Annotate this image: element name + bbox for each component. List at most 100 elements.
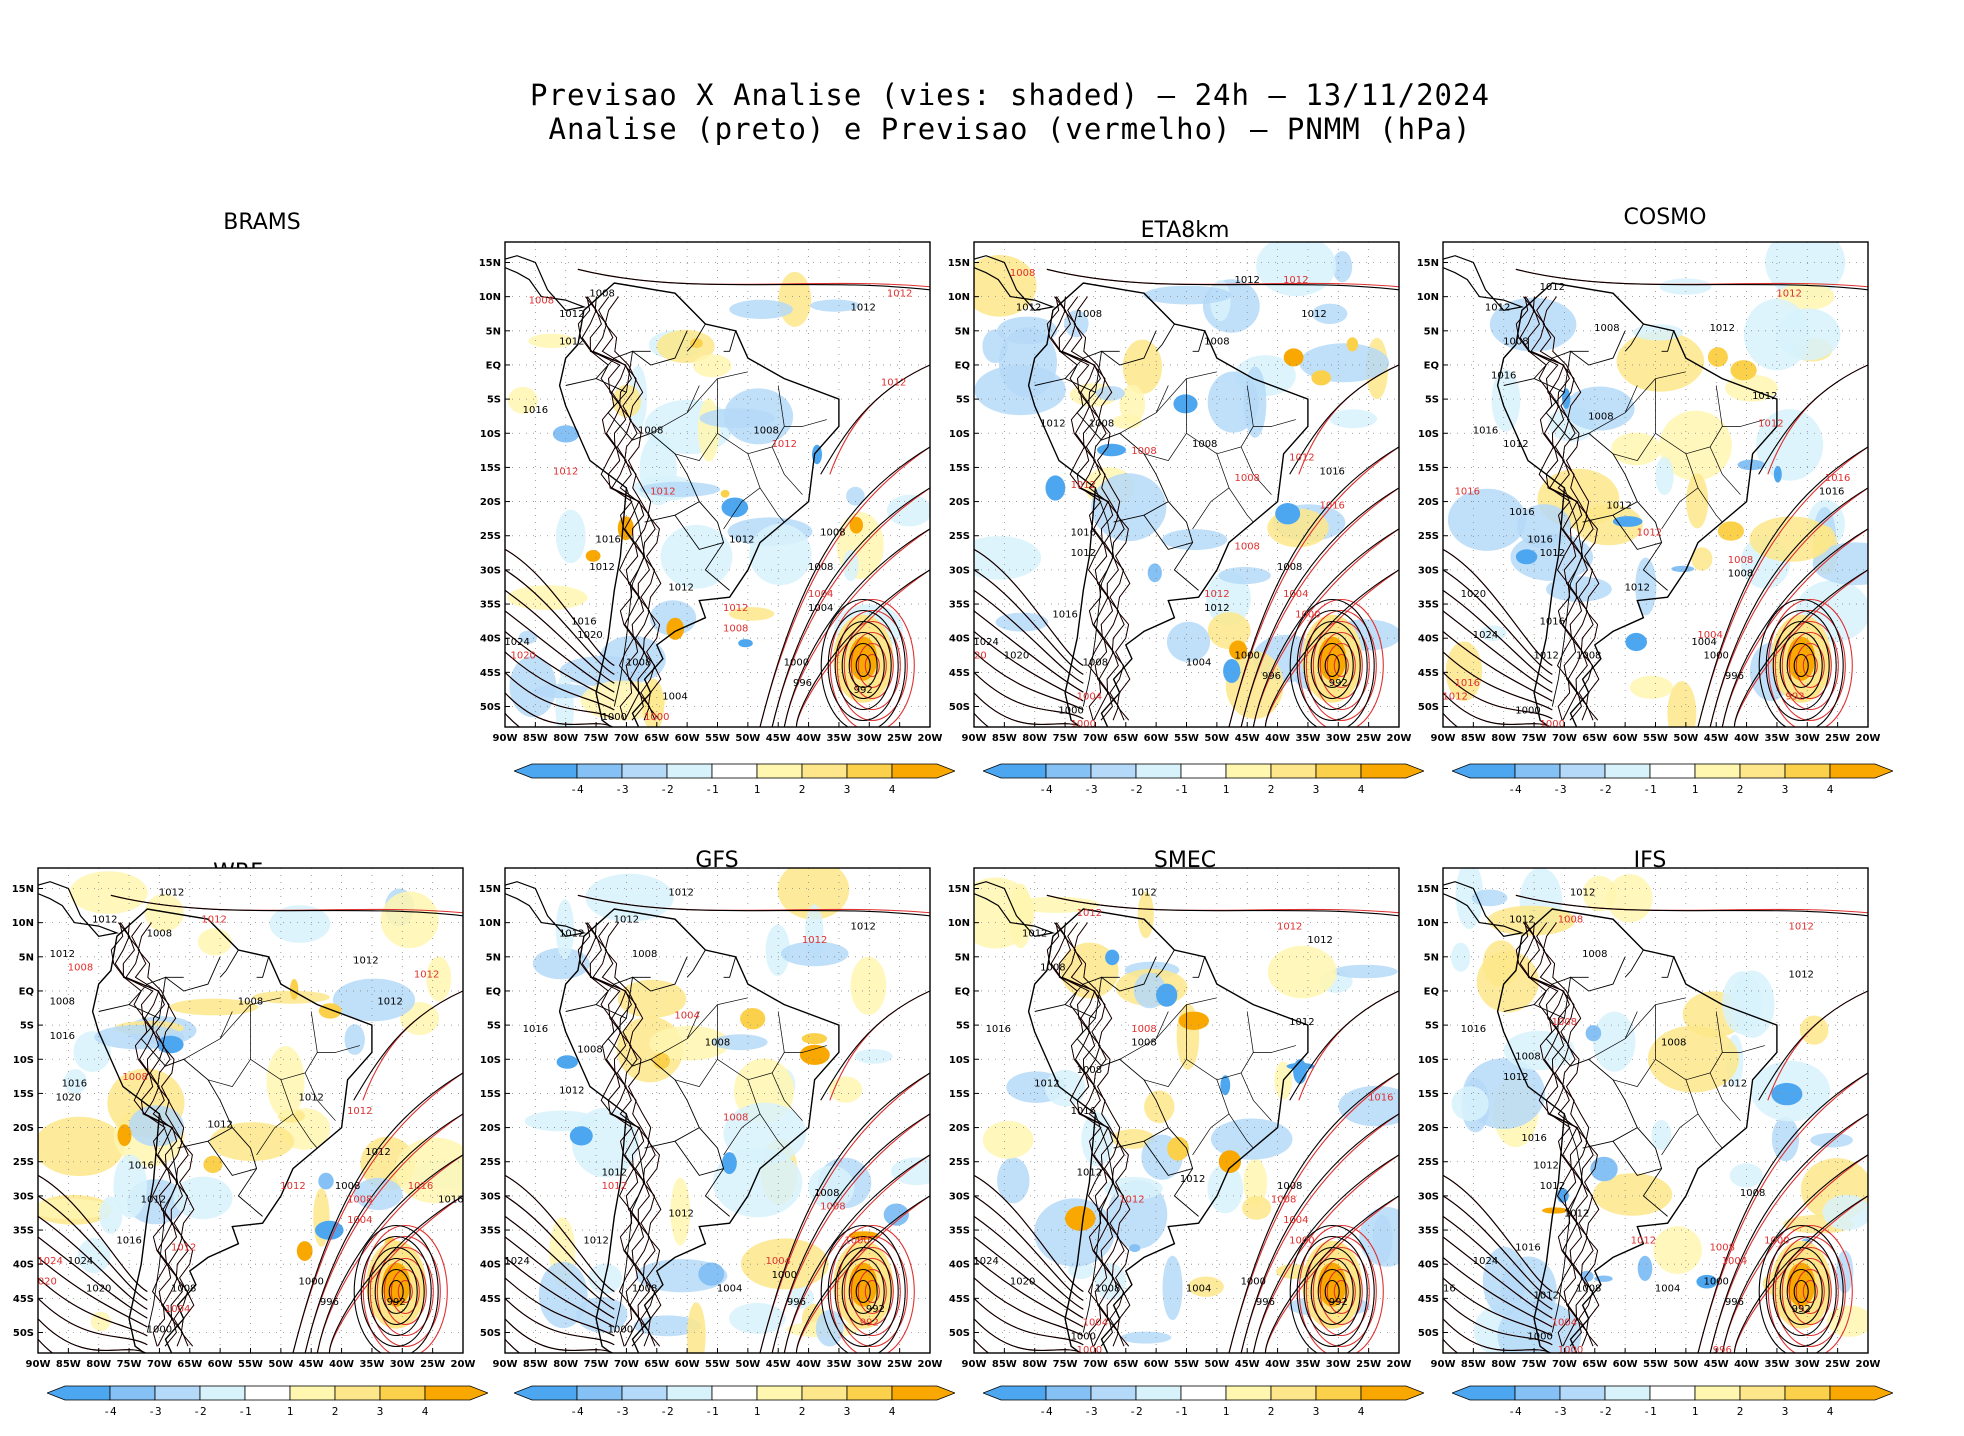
bias-shade-strong — [1585, 1025, 1602, 1042]
bias-shade — [729, 299, 793, 319]
colorbar-label: 3 — [1782, 1405, 1789, 1418]
bias-shade — [538, 1261, 588, 1329]
colorbar-label: 3 — [844, 783, 851, 796]
isobar-label: 1008 — [753, 425, 778, 436]
colorbar-label: 4 — [889, 1405, 896, 1418]
analysis-isobar — [1443, 630, 1553, 702]
isobar-label: 1008 — [529, 296, 554, 307]
bias-shade-strong — [1707, 347, 1728, 367]
lat-tick-label: 20S — [1418, 497, 1439, 508]
isobar-label: 1004 — [1077, 692, 1102, 703]
lon-tick-label: 50W — [1204, 1359, 1229, 1370]
isobar-label: 1008 — [1588, 412, 1613, 423]
bias-shade-strong — [1173, 394, 1198, 414]
country-border — [128, 976, 184, 1005]
isobar-label: 1000 — [772, 1270, 797, 1281]
bias-shade — [649, 1025, 730, 1061]
lat-tick-label: 20S — [480, 497, 501, 508]
analysis-isobar — [1525, 296, 1583, 721]
bias-shade-strong — [296, 1241, 313, 1261]
bias-shade — [197, 928, 232, 956]
colorbar-segment — [1360, 763, 1426, 779]
analysis-isobar — [759, 446, 930, 727]
lat-tick-label: 40S — [480, 634, 501, 645]
state-border — [1155, 1004, 1187, 1040]
bias-shade-strong — [721, 497, 749, 518]
lat-tick-label: 5S — [1425, 395, 1439, 406]
analysis-isobar — [795, 569, 930, 727]
isobar-label: 1000 — [1077, 1345, 1102, 1356]
analysis-isobar — [1289, 1224, 1375, 1353]
bias-shade — [585, 873, 674, 922]
bias-shade — [380, 891, 439, 949]
isobar-label: 992 — [387, 1297, 406, 1308]
analysis-isobar — [974, 1195, 1084, 1301]
analysis-isobar — [1697, 446, 1868, 727]
bias-shade — [846, 486, 865, 506]
isobar-label: 1004 — [1083, 1318, 1108, 1329]
country-border — [565, 378, 627, 393]
lon-tick-label: 25W — [420, 1359, 445, 1370]
lon-tick-label: 90W — [493, 1359, 518, 1370]
analysis-isobar — [1264, 1195, 1399, 1353]
analysis-isobar — [1542, 922, 1600, 1347]
bias-shade-strong — [738, 639, 753, 648]
bias-shade — [524, 1110, 599, 1132]
isobar-label: 1012 — [602, 1167, 627, 1178]
isobar-label: 1012 — [559, 337, 584, 348]
colorbar-cosmo: -4 -3 -2 -1 1 2 3 4 — [1450, 763, 1895, 801]
analysis-isobar — [1046, 268, 1399, 291]
map-svg: 1012 1012 1012 1008 1012 1012 1004 1016 1008 1008… — [479, 867, 942, 1370]
analysis-isobar — [1721, 1154, 1868, 1353]
bias-shade-strong — [1156, 983, 1178, 1007]
analysis-isobar — [1046, 296, 1104, 721]
colorbar-segment — [1135, 1385, 1182, 1401]
forecast-isobar — [1333, 1279, 1349, 1304]
lon-tick-label: 55W — [1174, 1359, 1199, 1370]
bias-shade — [786, 1285, 814, 1309]
lat-tick-label: 15S — [949, 463, 970, 474]
bias-shade — [1207, 612, 1251, 650]
colorbar-label: -3 — [1084, 783, 1097, 796]
lat-tick-label: 30S — [13, 1191, 34, 1202]
analysis-isobar — [820, 598, 906, 727]
lat-tick-label: 35S — [480, 600, 501, 611]
analysis-isobar — [587, 922, 645, 1347]
colorbar-label: -3 — [615, 1405, 628, 1418]
isobar-label: 1008 — [589, 289, 614, 300]
lat-tick-label: 40S — [480, 1260, 501, 1271]
lat-tick-label: 15S — [1418, 1089, 1439, 1100]
lon-tick-label: 50W — [268, 1359, 293, 1370]
analysis-isobar — [1317, 642, 1347, 689]
isobar-label: 1024 — [37, 1256, 62, 1267]
colorbar-segment — [1045, 763, 1092, 779]
lat-tick-label: 35S — [1418, 600, 1439, 611]
lon-tick-label: 30W — [1795, 733, 1820, 744]
colorbar-label: -2 — [1598, 783, 1611, 796]
bias-shade — [1616, 331, 1705, 392]
lat-tick-label: 25S — [949, 1157, 970, 1168]
colorbar-label: 4 — [889, 783, 896, 796]
bias-shade-strong — [1097, 443, 1126, 457]
bias-shade — [1121, 1331, 1172, 1344]
analysis-isobar — [848, 1268, 878, 1315]
colorbar-segment — [1090, 763, 1137, 779]
colorbar-label: -4 — [1508, 1405, 1522, 1418]
lon-tick-label: 80W — [1491, 733, 1516, 744]
lat-tick-label: 10N — [1417, 918, 1439, 929]
analysis-isobar — [1515, 268, 1868, 291]
bias-shade — [1445, 641, 1483, 702]
colorbar-label: 4 — [1358, 1405, 1365, 1418]
lat-tick-label: 5S — [487, 395, 501, 406]
lon-tick-label: 60W — [1613, 733, 1638, 744]
bias-shade — [670, 1177, 691, 1246]
analysis-isobar — [353, 1224, 439, 1353]
bias-shade — [38, 1116, 125, 1177]
isobar-label: 1000 — [1515, 705, 1540, 716]
bias-shade — [1659, 278, 1712, 295]
bias-shade — [354, 1177, 403, 1211]
lat-tick-label: 20S — [949, 497, 970, 508]
isobar-label: 1008 — [238, 997, 263, 1008]
state-border — [650, 385, 700, 434]
isobar-label: 1016 — [1455, 678, 1480, 689]
